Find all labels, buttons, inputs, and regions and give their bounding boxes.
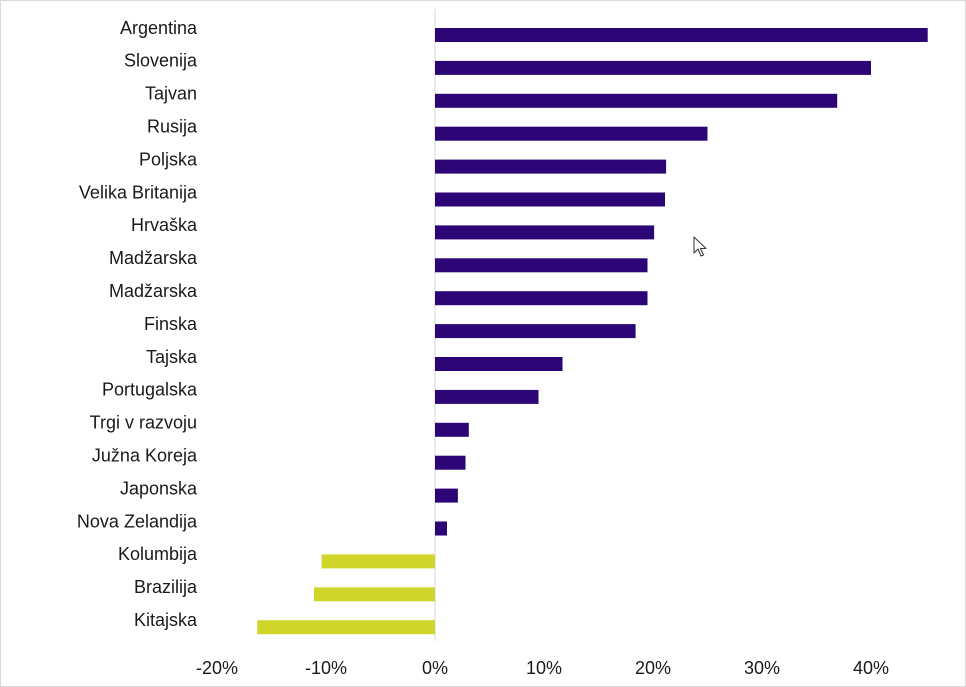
bar <box>435 93 838 108</box>
bar <box>435 357 563 371</box>
bar <box>435 521 447 536</box>
x-tick-label: 0% <box>422 658 448 678</box>
category-label: Južna Koreja <box>92 445 198 465</box>
x-tick-label: 10% <box>526 658 562 678</box>
bar <box>435 28 928 42</box>
bars-layer <box>257 9 928 641</box>
x-tick-label: 20% <box>635 658 671 678</box>
category-labels: Argentina Slovenija Tajvan Rusija Poljska Vel… <box>77 18 198 630</box>
category-label: Brazilija <box>134 577 198 597</box>
category-label: Trgi v razvoju <box>90 413 197 433</box>
category-label: Hrvaška <box>131 215 198 235</box>
bar <box>435 324 636 339</box>
x-axis-ticks: -20% -10% 0% 10% 20% 30% 40% <box>196 658 889 678</box>
bar <box>435 455 466 470</box>
x-tick-label: -20% <box>196 658 238 678</box>
category-label: Velika Britanija <box>79 182 198 202</box>
category-label: Kitajska <box>134 610 198 630</box>
category-label: Rusija <box>147 116 198 136</box>
bar <box>435 258 648 273</box>
category-label: Argentina <box>120 18 198 38</box>
category-label: Nova Zelandija <box>77 511 198 531</box>
arrow-cursor-icon <box>693 236 707 257</box>
category-label: Poljska <box>139 149 198 169</box>
category-label: Slovenija <box>124 51 198 71</box>
category-label: Tajvan <box>145 84 197 104</box>
bar <box>435 422 469 437</box>
bar <box>321 554 435 569</box>
bar <box>435 192 665 207</box>
bar <box>435 60 871 75</box>
bar <box>435 389 539 404</box>
category-label: Japonska <box>120 478 198 498</box>
category-label: Finska <box>144 314 198 334</box>
x-tick-label: -10% <box>305 658 347 678</box>
x-tick-label: 40% <box>853 658 889 678</box>
bar <box>435 488 458 503</box>
category-label: Tajska <box>146 347 198 367</box>
bar <box>435 225 655 240</box>
category-label: Kolumbija <box>118 544 198 564</box>
bar <box>435 159 667 174</box>
category-label: Portugalska <box>102 380 198 400</box>
category-label: Madžarska <box>109 281 198 301</box>
bar <box>435 126 708 141</box>
x-tick-label: 30% <box>744 658 780 678</box>
bar <box>314 587 435 602</box>
bar <box>435 291 648 306</box>
category-label: Madžarska <box>109 248 198 268</box>
bar <box>257 620 435 635</box>
